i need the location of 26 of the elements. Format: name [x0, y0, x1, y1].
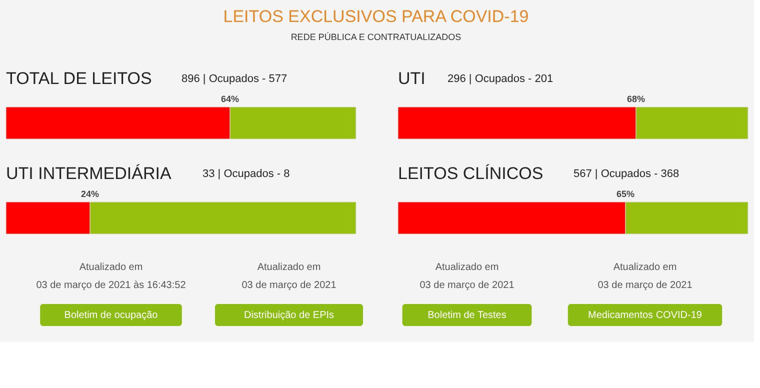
data-label: 65%	[616, 189, 635, 199]
text: 03 de março de 2021	[242, 280, 337, 291]
data-label: 68%	[626, 94, 646, 104]
chart-title: TOTAL DE LEITOS	[6, 69, 152, 88]
text: 03 de março de 2021	[420, 280, 515, 291]
text: Distribuição de EPIs	[244, 310, 334, 321]
text: Medicamentos COVID-19	[588, 310, 702, 321]
chart-title: UTI	[398, 69, 426, 88]
text: 03 de março de 2021	[598, 280, 693, 291]
chart-subtitle: 896 | Ocupados - 577	[182, 73, 288, 85]
data-label: 24%	[80, 189, 100, 199]
chart-subtitle: 567 | Ocupados - 368	[574, 168, 680, 180]
text: REDE PÚBLICA E CONTRATUALIZADOS	[290, 32, 462, 42]
chart-subtitle: 33 | Ocupados - 8	[202, 168, 290, 180]
text: Boletim de Testes	[428, 310, 506, 321]
text: Atualizado em	[79, 262, 143, 273]
text: Atualizado em	[613, 262, 677, 273]
text: Boletim de ocupação	[64, 310, 158, 321]
text: LEITOS EXCLUSIVOS PARA COVID-19	[223, 7, 529, 26]
text: Atualizado em	[257, 262, 321, 273]
chart-subtitle: 296 | Ocupados - 201	[448, 73, 554, 85]
chart-title: LEITOS CLÍNICOS	[398, 164, 544, 183]
chart-title: UTI INTERMEDIÁRIA	[6, 164, 172, 183]
text: 03 de março de 2021 às 16:43:52	[36, 280, 186, 291]
data-label: 64%	[220, 94, 240, 104]
text: Atualizado em	[435, 262, 499, 273]
